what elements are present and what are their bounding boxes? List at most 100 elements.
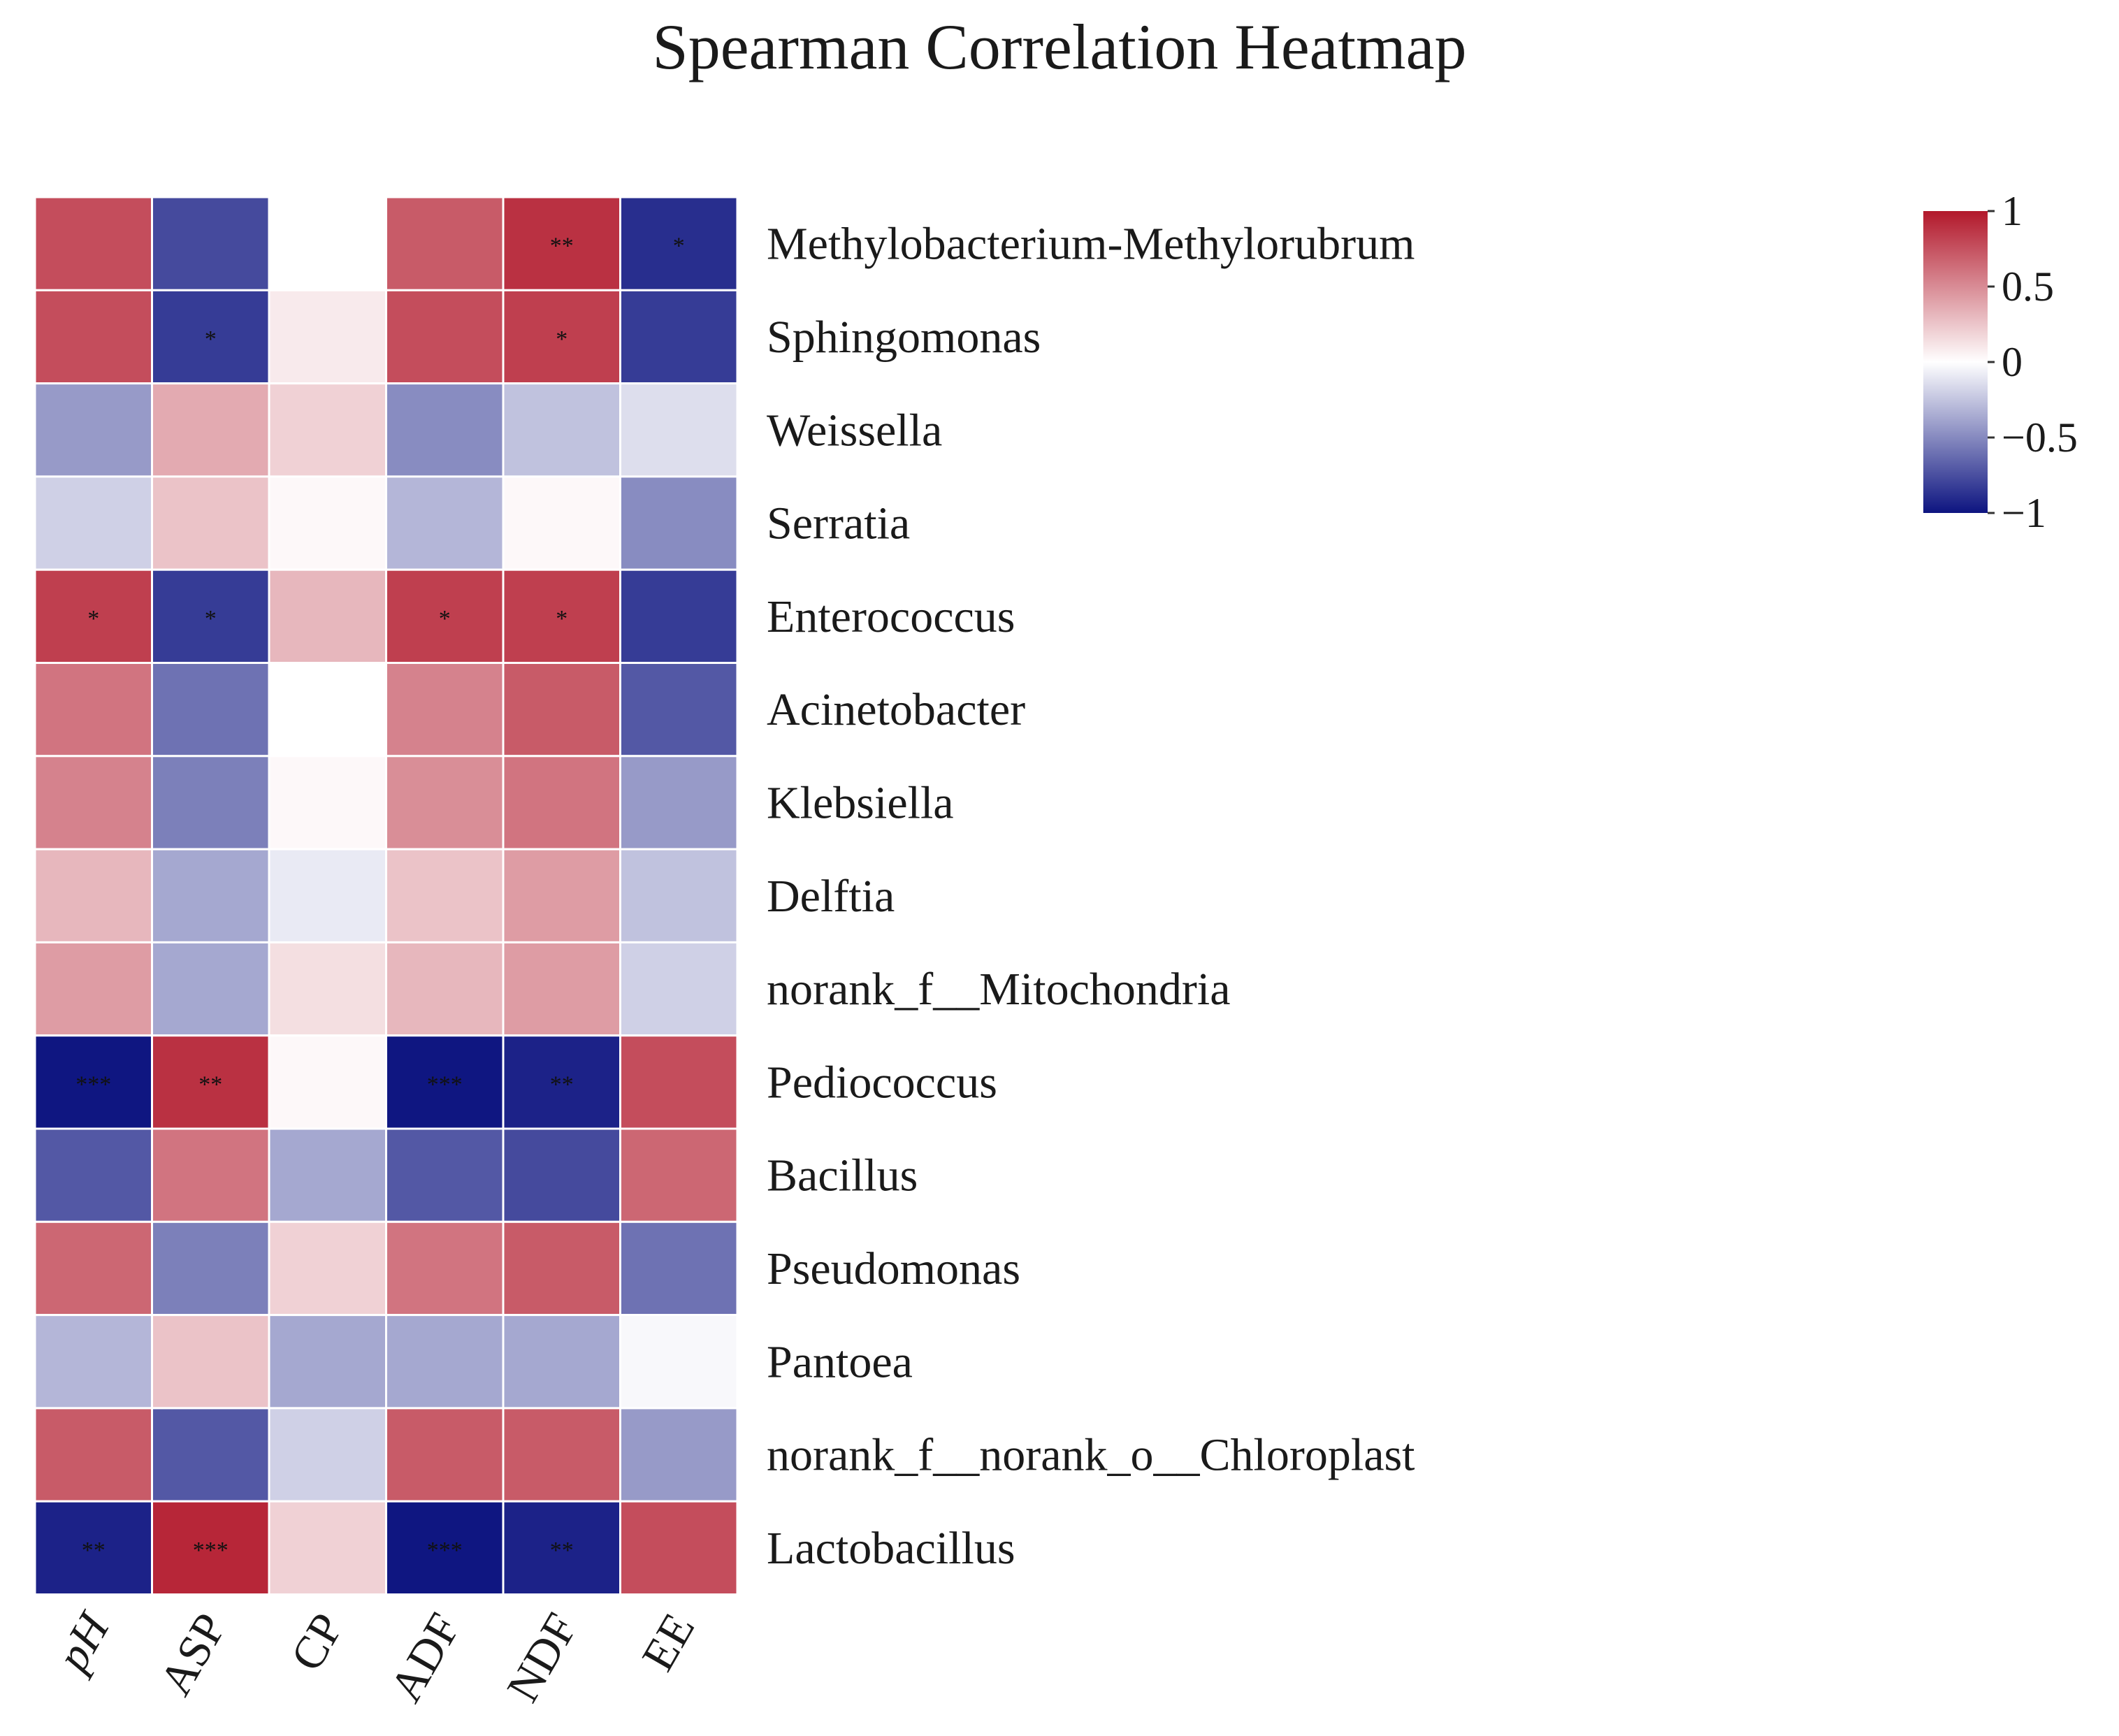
significance-mark: * (556, 326, 567, 352)
heatmap-cell (34, 475, 153, 571)
heatmap-cell (151, 941, 270, 1037)
significance-mark: * (87, 606, 99, 632)
heatmap-cell (268, 196, 387, 291)
colorbar-tick-label: 0 (2002, 339, 2023, 385)
heatmap-cell (619, 1407, 739, 1503)
heatmap-cell (502, 1034, 621, 1130)
heatmap-cell (151, 848, 270, 943)
heatmap-cell (34, 1220, 153, 1317)
column-labels: pH ASP CP ADF NDF EE (45, 1603, 704, 1711)
heatmap-cell (502, 662, 621, 758)
row-labels: Methylobacterium-Methylorubrum Sphingomon… (767, 219, 1415, 1574)
column-label: NDF (497, 1605, 587, 1711)
heatmap-cell (502, 848, 621, 943)
heatmap-cell (151, 755, 270, 851)
heatmap-cell (502, 1500, 621, 1596)
heatmap-cell (268, 568, 387, 665)
heatmap-cell (385, 1500, 505, 1596)
significance-mark: ** (550, 1071, 574, 1097)
heatmap-cell (385, 662, 505, 758)
heatmap-cell (268, 1314, 387, 1410)
row-label: norank_f__Mitochondria (767, 964, 1231, 1015)
heatmap-cell (151, 289, 270, 385)
significance-mark: ** (82, 1538, 106, 1563)
heatmap-cell (151, 1407, 270, 1503)
heatmap-cell (34, 848, 153, 943)
heatmap-cell (268, 1500, 387, 1596)
row-label: norank_f__norank_o__Chloroplast (767, 1430, 1415, 1481)
heatmap-cell (268, 662, 387, 758)
heatmap-cell (385, 941, 505, 1037)
heatmap-cell (502, 1220, 621, 1317)
row-label: Pseudomonas (767, 1243, 1020, 1294)
heatmap-cell (268, 382, 387, 478)
heatmap-cell (151, 662, 270, 758)
heatmap-cell (34, 382, 153, 478)
heatmap-cell (619, 1500, 739, 1596)
heatmap-cell (268, 1034, 387, 1130)
heatmap-cell (268, 475, 387, 571)
heatmap-cell (619, 941, 739, 1037)
row-label: Sphingomonas (767, 312, 1041, 363)
heatmap-cell (268, 1407, 387, 1503)
heatmap-cell (385, 382, 505, 478)
heatmap-cell (268, 848, 387, 943)
row-label: Methylobacterium-Methylorubrum (767, 219, 1415, 270)
row-label: Pediococcus (767, 1057, 997, 1108)
heatmap-cell (268, 289, 387, 385)
significance-mark: *** (193, 1538, 229, 1563)
heatmap-cell (619, 1034, 739, 1130)
heatmap-cell (385, 755, 505, 851)
significance-mark: * (439, 606, 451, 632)
colorbar-tick-label: −1 (2002, 490, 2046, 536)
heatmap-cell (268, 941, 387, 1037)
colorbar-legend: 1 0.5 0 −0.5 −1 (1923, 188, 2078, 536)
significance-marks: ** ** ** * * **** ** *** **** *** *** ** (75, 233, 685, 1563)
heatmap-cell (619, 848, 739, 943)
heatmap-cell (34, 289, 153, 385)
heatmap-cell (619, 662, 739, 758)
heatmap-cell (502, 1407, 621, 1503)
heatmap-cell (268, 1220, 387, 1317)
heatmap-cell (619, 1314, 739, 1410)
heatmap-cell (151, 1127, 270, 1223)
heatmap-cell (151, 382, 270, 478)
heatmap-cell (502, 382, 621, 478)
heatmap-cell (619, 475, 739, 571)
heatmap-cell (502, 196, 621, 291)
heatmap-cell (502, 475, 621, 571)
significance-mark: * (205, 606, 217, 632)
heatmap-cell (619, 382, 739, 478)
significance-mark: * (556, 606, 567, 632)
heatmap-cell (619, 289, 739, 385)
heatmap-cell (502, 1127, 621, 1223)
heatmap-cell (151, 475, 270, 571)
heatmap-cell (385, 1314, 505, 1410)
heatmap-cell (268, 755, 387, 851)
heatmap-cell (385, 1220, 505, 1317)
column-label: ASP (150, 1605, 236, 1704)
heatmap-cell (34, 1034, 153, 1130)
heatmap-cell (502, 568, 621, 665)
row-label: Pantoea (767, 1336, 913, 1387)
significance-mark: *** (75, 1071, 111, 1097)
heatmap-cell (619, 196, 739, 291)
chart-title: Spearman Correlation Heatmap (652, 11, 1467, 82)
column-label: ADF (380, 1605, 470, 1711)
colorbar-tick-label: 0.5 (2002, 263, 2054, 310)
row-label: Delftia (767, 871, 895, 922)
column-label: CP (281, 1605, 354, 1679)
colorbar-tick-label: −0.5 (2002, 414, 2078, 461)
heatmap-cell (34, 755, 153, 851)
row-label: Enterococcus (767, 591, 1015, 642)
heatmap-cell (385, 289, 505, 385)
heatmap-cell (385, 1127, 505, 1223)
row-label: Bacillus (767, 1150, 918, 1201)
heatmap-cell (619, 1220, 739, 1317)
heatmap-cell (34, 1314, 153, 1410)
heatmap-cell (268, 1127, 387, 1223)
row-label: Klebsiella (767, 777, 954, 828)
heatmap-cell (385, 475, 505, 571)
row-label: Lactobacillus (767, 1523, 1015, 1574)
heatmap-cell (619, 1127, 739, 1223)
